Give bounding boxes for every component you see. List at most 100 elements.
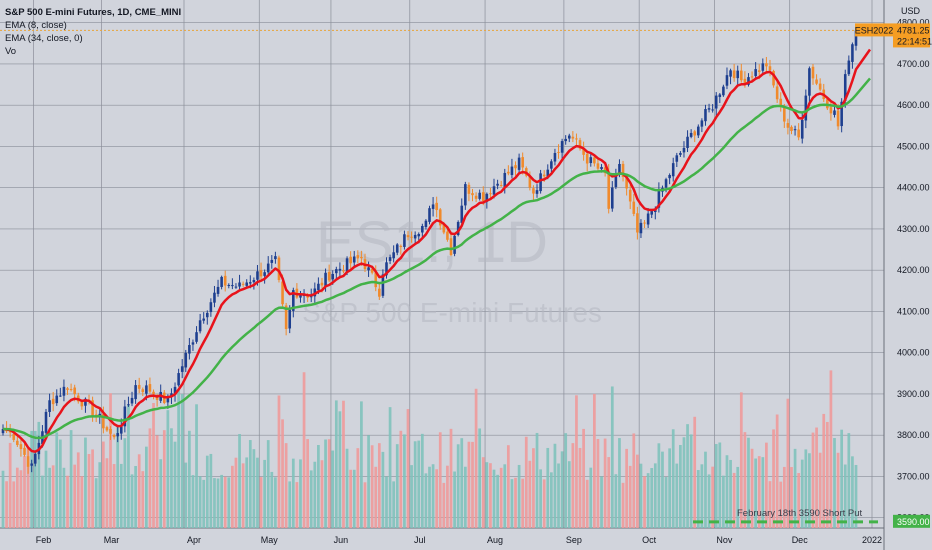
- candle-body: [385, 262, 388, 276]
- candle-body: [342, 270, 345, 272]
- time-tick-label: Aug: [487, 535, 503, 545]
- candle-body: [102, 414, 105, 429]
- candle-body: [481, 192, 485, 202]
- volume-bar: [159, 459, 163, 528]
- candle-body: [485, 193, 489, 202]
- volume-bar: [227, 477, 231, 528]
- candle-body: [16, 440, 19, 445]
- candle-body: [718, 94, 722, 98]
- candle-body: [689, 132, 693, 137]
- volume-bar: [252, 449, 256, 528]
- volume-bar: [26, 448, 30, 528]
- volume-bar: [775, 414, 779, 528]
- volume-bar: [352, 469, 356, 528]
- price-tag-bg: [893, 23, 930, 48]
- candle-body: [399, 245, 403, 248]
- candle-body: [664, 179, 668, 188]
- candle-body: [772, 70, 775, 86]
- candle-body: [714, 95, 718, 109]
- candle-body: [847, 60, 851, 75]
- volume-bar: [779, 481, 783, 528]
- volume-bar: [58, 439, 62, 528]
- candle-body: [256, 271, 259, 280]
- candle-body: [851, 44, 854, 62]
- volume-bar: [41, 475, 44, 528]
- volume-bar: [456, 444, 460, 528]
- volume-bar: [761, 457, 765, 528]
- candle-body: [621, 163, 625, 177]
- candle-body: [775, 86, 779, 100]
- candle-body: [309, 296, 313, 298]
- volume-bar: [98, 462, 102, 528]
- candle-body: [26, 456, 30, 467]
- candle-body: [610, 187, 614, 209]
- volume-bar: [836, 452, 840, 528]
- candle-body: [223, 275, 227, 286]
- candle-body: [517, 157, 521, 170]
- candle-body: [51, 398, 55, 405]
- candle-body: [109, 428, 112, 434]
- candle-body: [331, 273, 335, 280]
- price-tick-label: 4800.00: [897, 18, 930, 28]
- volume-bar: [765, 442, 768, 528]
- candle-body: [205, 312, 209, 318]
- volume-bar: [618, 438, 621, 528]
- candle-body: [259, 270, 263, 277]
- price-tag-value: 4781.25: [897, 25, 930, 35]
- candle-body: [564, 138, 567, 142]
- volume-bar: [105, 458, 109, 528]
- volume-bar: [682, 437, 686, 528]
- volume-bar: [166, 410, 170, 528]
- candle-body: [188, 345, 191, 354]
- candle-body: [48, 400, 51, 412]
- volume-bar: [535, 432, 539, 528]
- time-tick-label: May: [261, 535, 279, 545]
- candle-body: [567, 135, 571, 139]
- price-tick-label: 4200.00: [897, 265, 930, 275]
- time-axis[interactable]: Feb Mar Apr May Jun Jul Aug Sep Oct Nov Dec 2022: [36, 535, 882, 545]
- volume-bar: [155, 435, 159, 528]
- volume-bar: [238, 434, 241, 528]
- volume-bar: [675, 463, 679, 528]
- volume-bar: [248, 440, 252, 528]
- candle-body: [62, 386, 66, 396]
- candle-body: [266, 263, 270, 273]
- ema-lines: [2, 48, 872, 453]
- candle-body: [12, 433, 16, 440]
- candle-body: [30, 463, 33, 466]
- candle-body: [711, 109, 714, 111]
- time-tick-label: Mar: [104, 535, 120, 545]
- time-tick-label: Dec: [792, 535, 809, 545]
- volume-bar: [585, 479, 589, 528]
- ema34-line: [2, 77, 871, 440]
- price-axis[interactable]: 4800.00 4700.00 4600.00 4500.00 4400.00 4300.…: [897, 18, 930, 523]
- volume-bar: [621, 482, 625, 528]
- candle-body: [145, 385, 148, 394]
- volume-bar: [510, 479, 514, 528]
- volume-bar: [367, 435, 370, 528]
- candle-body: [435, 202, 438, 211]
- candle-body: [184, 352, 188, 368]
- candle-body: [130, 397, 134, 404]
- volume-bar: [80, 476, 84, 528]
- candle-body: [59, 395, 62, 397]
- volume-bar: [722, 475, 725, 528]
- candle-body: [134, 385, 137, 400]
- volume-bar: [833, 438, 836, 528]
- candle-body: [91, 400, 94, 416]
- volume-bar: [603, 438, 607, 528]
- candle-body: [152, 391, 155, 395]
- candle-body: [299, 294, 302, 298]
- volume-bar: [302, 372, 306, 528]
- candle-body: [231, 285, 234, 287]
- volume-bar: [299, 459, 302, 528]
- volume-bar: [808, 453, 811, 528]
- candle-body: [575, 138, 578, 140]
- candle-body: [367, 267, 370, 271]
- candle-body: [467, 184, 471, 194]
- volume-bar: [101, 441, 105, 528]
- symbol-tag-bg: [855, 23, 893, 37]
- volume-bar: [12, 481, 16, 528]
- candle-body: [811, 66, 815, 79]
